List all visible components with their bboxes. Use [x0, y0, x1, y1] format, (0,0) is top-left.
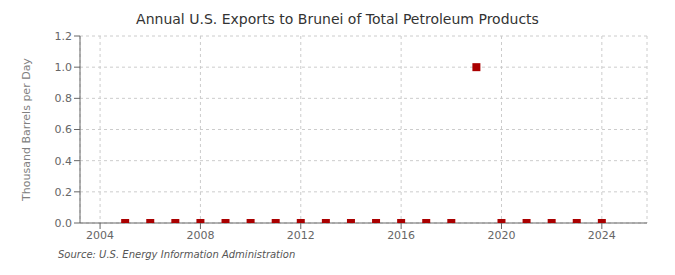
svg-text:2012: 2012 — [287, 229, 315, 242]
svg-text:2020: 2020 — [487, 229, 515, 242]
svg-text:1.0: 1.0 — [55, 61, 73, 74]
html-text:Annual U.S. Exports to Brunei: Annual U.S. Exports to Brunei of Total P… — [136, 11, 539, 27]
svg-text:0.8: 0.8 — [55, 92, 73, 105]
html-text:Source: U.S. Energy Informatio: Source: U.S. Energy Information Administ… — [58, 249, 296, 260]
svg-text:0.0: 0.0 — [55, 217, 73, 230]
svg-text:2004: 2004 — [86, 229, 114, 242]
svg-text:Thousand Barrels per Day: Thousand Barrels per Day — [20, 58, 33, 202]
svg-text:1.2: 1.2 — [55, 30, 73, 43]
svg-text:2008: 2008 — [186, 229, 214, 242]
svg-text:0.4: 0.4 — [55, 155, 73, 168]
svg-text:0.2: 0.2 — [55, 186, 73, 199]
svg-text:2016: 2016 — [387, 229, 415, 242]
svg-text:0.6: 0.6 — [55, 123, 73, 136]
svg-text:2024: 2024 — [588, 229, 616, 242]
